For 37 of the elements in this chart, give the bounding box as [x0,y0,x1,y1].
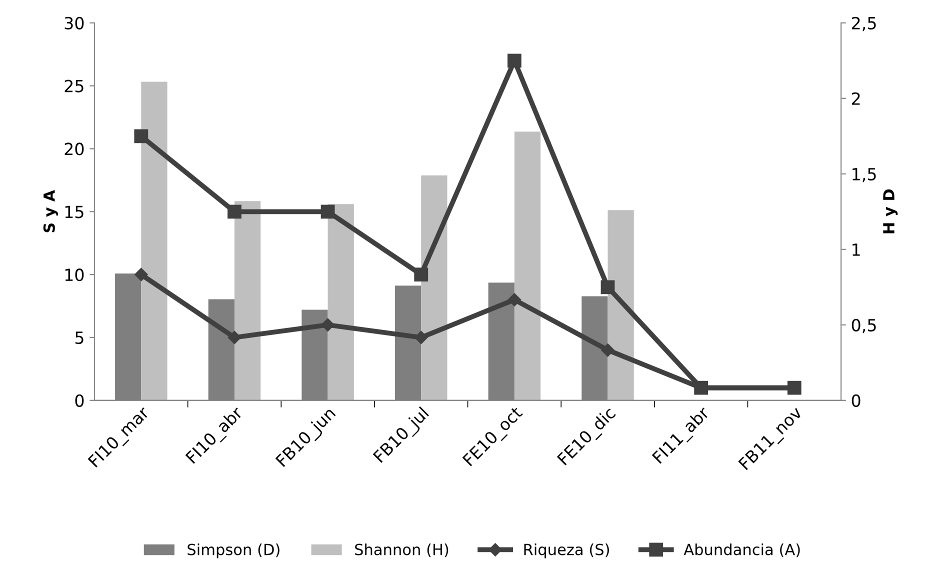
y-tick-label: 25 [64,80,84,92]
point [600,280,615,294]
point [414,268,428,282]
y2-tick-label: 1 [852,244,860,256]
y-tick-label: 30 [64,16,84,30]
point [228,330,242,344]
point [507,54,522,68]
bar [421,175,448,400]
y-tick-label: 15 [65,206,84,218]
legend-label: Abundancia (A) [684,543,800,558]
y-tick-label: 5 [75,332,84,344]
point [228,204,242,219]
point [320,204,335,219]
bar [234,201,261,400]
point [414,330,428,344]
y2-tick-label: 1,5 [852,168,876,182]
point [601,343,614,357]
y2-tick-label: 2 [852,92,860,105]
point [321,318,334,332]
bar [608,210,634,400]
y-tick-label: 10 [65,268,84,282]
y-axis-title: S y A [43,190,58,232]
legend-label: Riqueza (S) [524,543,609,558]
y-tick-label: 0 [75,394,84,407]
bar [514,132,541,400]
y2-axis-title: H y D [883,189,898,234]
y2-tick-label: 0 [852,394,860,407]
y-tick-label: 20 [64,142,84,156]
point [134,129,148,144]
y2-tick-label: 0,5 [852,318,876,334]
point [134,268,148,282]
y2-tick-label: 2,5 [852,16,876,32]
legend-label: Shannon (H) [355,543,448,558]
bar [141,82,168,400]
legend-label: Simpson (D) [188,543,280,558]
point [508,293,522,306]
bar [328,204,354,400]
